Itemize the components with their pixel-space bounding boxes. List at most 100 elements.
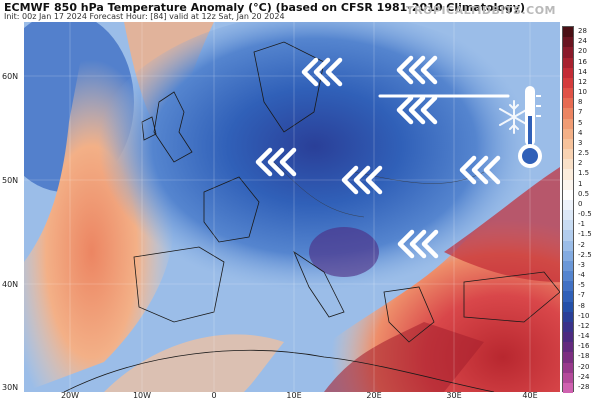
map-canvas: [24, 22, 560, 392]
colorbar-swatch: [563, 108, 573, 119]
lon-label-20w: 20W: [60, 391, 80, 400]
mediterranean-warm-core: [324, 322, 484, 392]
colorbar-tick-label: -0.5: [578, 210, 592, 219]
lat-label-30n: 30N: [2, 383, 19, 392]
colorbar-tick-label: -20: [578, 362, 590, 371]
colorbar-swatch: [563, 382, 573, 394]
colorbar-swatch: [563, 352, 573, 363]
colorbar-tick-label: -1.5: [578, 230, 592, 239]
colorbar-tick-label: 7: [578, 108, 583, 117]
colorbar-tick-label: 0: [578, 199, 583, 208]
lon-label-10e: 10E: [286, 391, 302, 400]
colorbar-tick-label: 4: [578, 128, 583, 137]
graticule: [24, 22, 560, 392]
colorbar-tick-label: -14: [578, 332, 590, 341]
colorbar-swatch: [563, 240, 573, 252]
north-africa-coastline: [63, 349, 495, 392]
colorbar-tick-label: -1: [578, 220, 585, 229]
colorbar-tick-label: 2: [578, 159, 583, 168]
colorbar-swatch: [563, 291, 573, 302]
colorbar-tick-label: -7: [578, 291, 585, 300]
colorbar-swatch: [563, 250, 573, 262]
colorbar-swatch: [563, 57, 573, 69]
uk-coastline: [153, 91, 193, 163]
colorbar-tick-label: 10: [578, 88, 587, 97]
colorbar-tick-label: 1.5: [578, 169, 590, 178]
colorbar-swatch: [563, 220, 573, 231]
country-border-central: [273, 161, 365, 218]
colorbar-swatch: [563, 98, 573, 109]
colorbar-tick-label: 1: [578, 179, 583, 188]
colorbar-tick-label: -18: [578, 352, 590, 361]
european-cold-anomaly: [84, 22, 560, 332]
colorbar-tick-label: -16: [578, 342, 590, 351]
colorbar-tick-label: 14: [578, 67, 587, 76]
colorbar-tick-label: 2.5: [578, 149, 590, 158]
colorbar-tick-label: -3: [578, 260, 585, 269]
colorbar-swatch: [563, 230, 573, 241]
colorbar-tick-label: -8: [578, 301, 585, 310]
colorbar-tick-label: -5: [578, 281, 585, 290]
middle-east-warm-core: [444, 167, 560, 282]
colorbar-swatch: [563, 149, 573, 160]
colorbar: [562, 26, 574, 394]
colorbar-tick-label: 20: [578, 47, 587, 56]
turkey-coastline: [463, 271, 560, 323]
colorbar-tick-label: 0.5: [578, 189, 590, 198]
colorbar-swatch: [563, 128, 573, 140]
colorbar-swatch: [563, 260, 573, 272]
colorbar-tick-label: -12: [578, 321, 590, 330]
colorbar-swatch: [563, 159, 573, 170]
colorbar-tick-label: 12: [578, 77, 587, 86]
colorbar-swatch: [563, 169, 573, 180]
lon-label-30e: 30E: [446, 391, 462, 400]
colorbar-swatch: [563, 138, 573, 150]
cold-advection-arrow-7: [397, 229, 439, 259]
cold-advection-arrows: [255, 55, 501, 259]
cold-advection-arrow-6: [459, 155, 501, 185]
colorbar-tick-label: -4: [578, 271, 585, 280]
colorbar-swatch: [563, 332, 573, 343]
colorbar-swatch: [563, 210, 573, 221]
scandinavia-coastline: [253, 41, 325, 133]
colorbar-swatch: [563, 77, 573, 89]
colorbar-swatch: [563, 301, 573, 313]
colorbar-swatch: [563, 118, 573, 130]
snowflake-icon: [499, 100, 529, 134]
lon-label-10w: 10W: [132, 391, 152, 400]
colorbar-tick-label: 8: [578, 98, 583, 107]
north-africa-warm: [104, 334, 284, 392]
lat-label-40n: 40N: [2, 280, 19, 289]
temperature-anomaly-map: [24, 22, 560, 392]
colorbar-tick-label: -28: [578, 382, 590, 391]
lon-label-20e: 20E: [366, 391, 382, 400]
cold-advection-arrow-5: [341, 165, 383, 195]
map-header: ECMWF 850 hPa Temperature Anomaly (°C) (…: [0, 0, 600, 22]
southeast-warm-anomaly: [274, 162, 560, 392]
iberia-coastline: [133, 246, 225, 323]
balkan-cold-core: [309, 227, 379, 277]
colorbar-swatch: [563, 281, 573, 292]
colorbar-tick-label: 16: [578, 57, 587, 66]
greece-coastline: [383, 286, 435, 343]
colorbar-swatch: [563, 47, 573, 58]
thermometer-icon: [518, 86, 542, 168]
italy-coastline: [293, 250, 345, 318]
cold-advection-arrow-1: [301, 57, 343, 87]
site-watermark: TROPICALTIDBITS.COM: [406, 4, 556, 17]
france-coastline: [203, 176, 260, 243]
colorbar-tick-label: 28: [578, 27, 587, 36]
colorbar-tick-label: 3: [578, 138, 583, 147]
colorbar-tick-label: -24: [578, 372, 590, 381]
colorbar-swatch: [563, 27, 573, 38]
colorbar-tick-label: 24: [578, 37, 587, 46]
lat-label-50n: 50N: [2, 176, 19, 185]
lon-label-40e: 40E: [522, 391, 538, 400]
colorbar-tick-label: -2: [578, 240, 585, 249]
colorbar-swatch: [563, 271, 573, 282]
colorbar-tick-label: -10: [578, 311, 590, 320]
colorbar-swatch: [563, 88, 573, 99]
colorbar-swatch: [563, 37, 573, 48]
colorbar-swatch: [563, 67, 573, 79]
colorbar-swatch: [563, 362, 573, 374]
